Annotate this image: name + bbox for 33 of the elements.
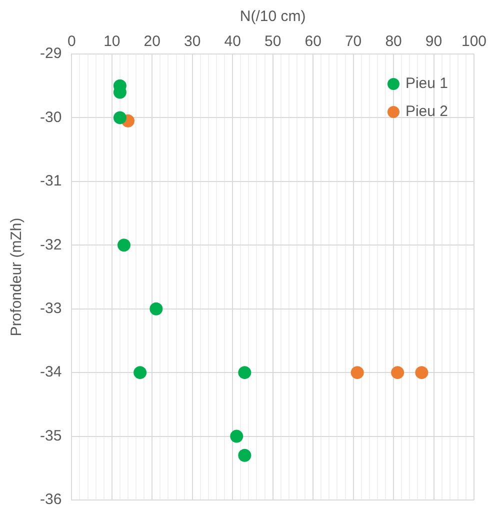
x-tick-label: 40 bbox=[224, 33, 241, 50]
x-tick-label: 50 bbox=[264, 33, 282, 50]
x-tick-label: 60 bbox=[304, 33, 322, 50]
point bbox=[350, 366, 364, 380]
point bbox=[238, 366, 252, 380]
point bbox=[238, 448, 252, 462]
legend-label: Pieu 2 bbox=[405, 103, 448, 120]
y-axis-title: Profondeur (mZh) bbox=[8, 218, 26, 336]
x-tick-label: 20 bbox=[144, 33, 160, 50]
y-tick-label: -35 bbox=[40, 427, 62, 444]
y-tick-label: -32 bbox=[40, 236, 62, 254]
y-tick-label: -30 bbox=[40, 108, 62, 126]
y-tick-label: -33 bbox=[40, 300, 62, 317]
x-tick-label: 10 bbox=[104, 33, 120, 50]
y-tick-label: -31 bbox=[40, 172, 62, 190]
point bbox=[415, 366, 428, 380]
y-tick-label: -36 bbox=[40, 491, 62, 508]
x-tick-label: 100 bbox=[461, 33, 487, 50]
x-axis-title: N(/10 cm) bbox=[240, 8, 306, 26]
x-tick-label: 80 bbox=[385, 33, 402, 50]
y-tick-label: -29 bbox=[40, 45, 62, 62]
point bbox=[134, 366, 147, 380]
y-tick-label: -34 bbox=[40, 364, 62, 381]
x-tick-label: 0 bbox=[68, 33, 76, 50]
point bbox=[117, 238, 130, 252]
x-tick-label: 90 bbox=[425, 33, 442, 50]
x-tick-label: 70 bbox=[344, 33, 362, 50]
point bbox=[230, 430, 244, 443]
point bbox=[150, 302, 163, 316]
x-tick-label: 30 bbox=[184, 33, 201, 50]
legend-label: Pieu 1 bbox=[405, 75, 448, 92]
point bbox=[391, 366, 404, 380]
point bbox=[113, 111, 126, 124]
